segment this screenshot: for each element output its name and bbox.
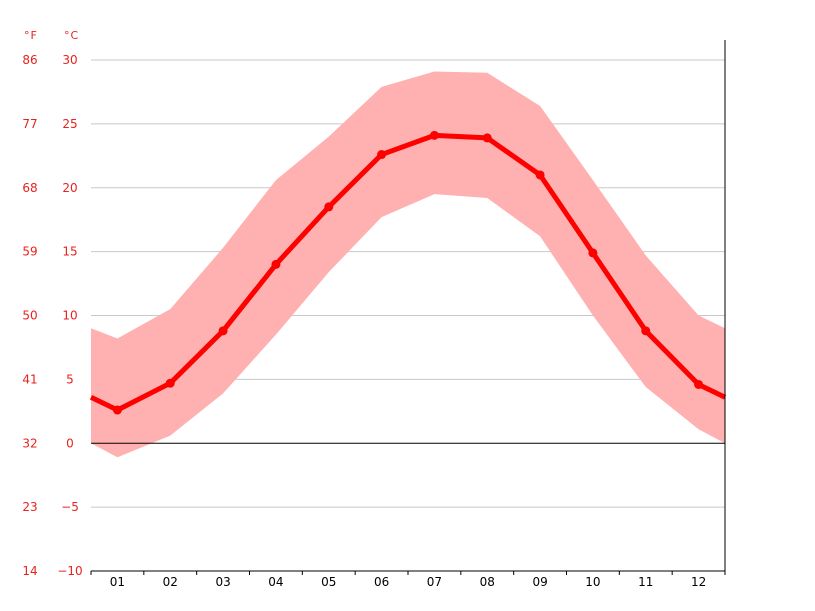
mean-temperature-line: [89, 130, 727, 415]
x-tick-label: 04: [268, 575, 283, 589]
x-tick-labels: 01 02 03 04 05 06 07 08 09 10 11 12: [110, 575, 706, 589]
y-tick-label-celsius: −10: [57, 564, 82, 578]
data-point: [165, 378, 175, 388]
x-tick-label: 09: [532, 575, 547, 589]
y-tick-label-fahrenheit: 23: [22, 500, 37, 514]
y-tick-label-celsius: 5: [66, 372, 74, 386]
range-band-area: [91, 71, 725, 458]
y-tick-label-fahrenheit: 59: [22, 245, 37, 259]
celsius-axis-title: °C: [64, 29, 80, 42]
x-tick-label: 08: [480, 575, 495, 589]
y-tick-labels: 86 30 77 25 68 20 59 15 50 10 41 5 32 0 23 −5 14 −10: [22, 53, 82, 578]
x-tick-label: 11: [638, 575, 653, 589]
y-tick-label-celsius: 10: [62, 309, 77, 323]
data-point: [694, 379, 704, 389]
y-tick-label-fahrenheit: 41: [22, 372, 37, 386]
y-tick-label-fahrenheit: 68: [22, 181, 37, 195]
x-tick-label: 12: [691, 575, 706, 589]
y-tick-label-celsius: 20: [62, 181, 77, 195]
axes: [90, 40, 726, 575]
y-tick-label-celsius: −5: [61, 500, 79, 514]
y-tick-label-celsius: 0: [66, 436, 74, 450]
data-point: [641, 326, 651, 336]
fahrenheit-axis-title: °F: [24, 29, 38, 42]
data-point: [377, 150, 387, 160]
x-tick-label: 06: [374, 575, 389, 589]
data-point: [112, 405, 122, 415]
y-tick-label-fahrenheit: 32: [22, 436, 37, 450]
x-tick-label: 01: [110, 575, 125, 589]
x-tick-label: 03: [215, 575, 230, 589]
y-tick-label-fahrenheit: 77: [22, 117, 37, 131]
x-tick-label: 05: [321, 575, 336, 589]
y-tick-label-celsius: 30: [62, 53, 77, 67]
data-point: [271, 259, 281, 269]
temperature-range-band: [91, 71, 725, 458]
data-point: [218, 326, 228, 336]
y-tick-label-fahrenheit: 14: [22, 564, 37, 578]
data-point: [324, 202, 334, 212]
data-point: [482, 133, 492, 143]
x-tick-label: 10: [585, 575, 600, 589]
x-tick-label: 02: [163, 575, 178, 589]
data-point: [429, 130, 439, 140]
y-tick-label-celsius: 15: [62, 245, 77, 259]
y-tick-label-celsius: 25: [62, 117, 77, 131]
y-tick-label-fahrenheit: 50: [22, 309, 37, 323]
mean-line: [89, 132, 727, 413]
x-tick-label: 07: [427, 575, 442, 589]
data-point: [535, 170, 545, 180]
data-point: [588, 248, 598, 258]
y-tick-label-fahrenheit: 86: [22, 53, 37, 67]
